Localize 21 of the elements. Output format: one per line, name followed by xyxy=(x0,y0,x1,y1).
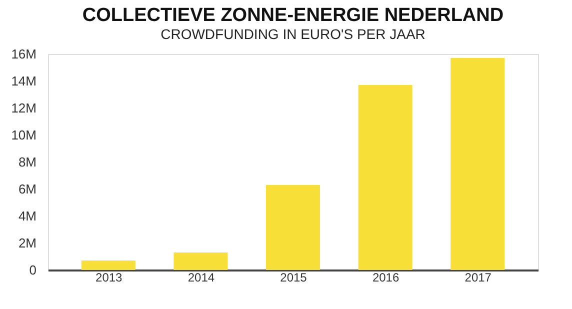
y-tick-label: 4M xyxy=(18,208,36,224)
chart-subtitle: CROWDFUNDING IN EURO'S PER JAAR xyxy=(160,26,426,42)
x-tick-label: 2013 xyxy=(96,270,123,284)
bar xyxy=(266,184,320,270)
x-tick-label: 2016 xyxy=(372,270,400,284)
y-tick-label: 8M xyxy=(18,154,36,170)
x-tick-label: 2014 xyxy=(188,270,215,284)
chart-title: COLLECTIEVE ZONNE-ENERGIE NEDERLAND xyxy=(82,5,504,26)
y-tick-label: 0 xyxy=(29,262,36,278)
y-tick-label: 12M xyxy=(11,100,36,116)
y-tick-label: 10M xyxy=(11,128,36,142)
x-tick-label: 2015 xyxy=(280,270,308,284)
bar xyxy=(174,252,228,270)
y-tick-label: 14M xyxy=(11,74,36,88)
y-tick-label: 6M xyxy=(18,182,36,196)
y-tick-label: 16M xyxy=(11,46,36,62)
y-tick-label: 2M xyxy=(18,236,36,250)
bar xyxy=(450,58,505,270)
bar xyxy=(81,260,136,270)
x-tick-label: 2017 xyxy=(464,270,492,284)
bar xyxy=(358,85,412,270)
